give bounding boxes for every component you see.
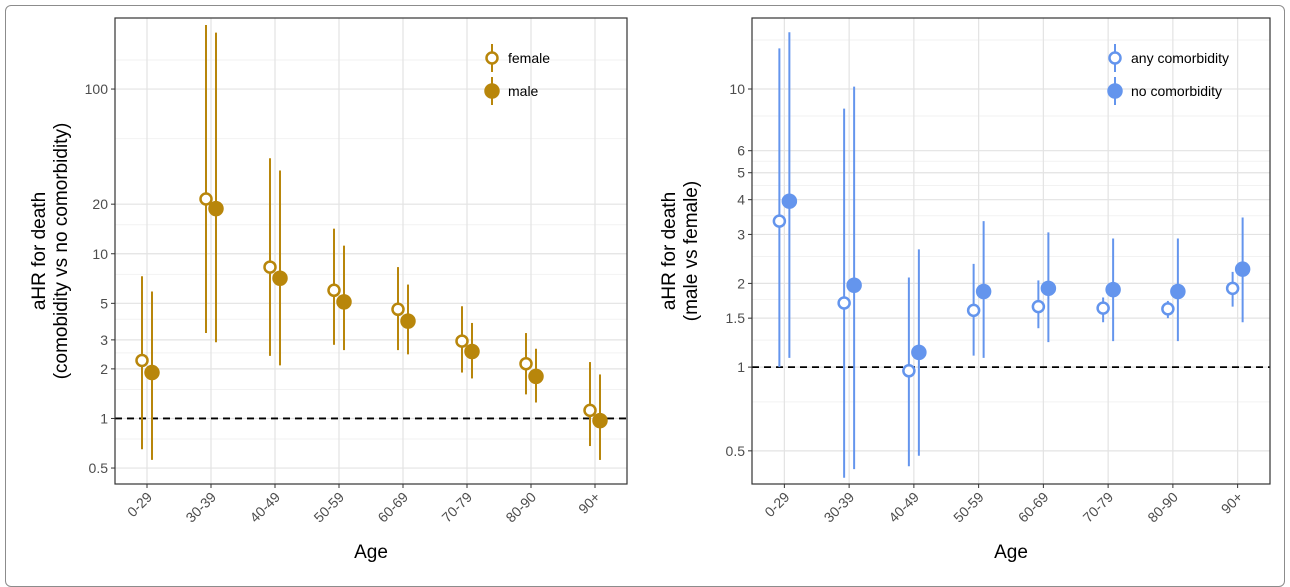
plot-border [751,17,1271,485]
legend-key-marker [485,51,499,65]
data-point [391,302,405,317]
data-point [1234,261,1251,277]
x-tick-label: 70-79 [1080,489,1117,526]
data-point [528,368,544,385]
y-tick-label: 10 [729,81,745,97]
data-point [1225,281,1240,296]
x-tick-label: 90+ [1218,489,1246,517]
legend-label: any comorbidity [1131,50,1229,66]
data-point [208,200,224,217]
y-tick-label: 10 [92,246,108,262]
chart-panel-left: 0.5 1 2 3 5 10 20 100 0-29 30-39 40-49 50-59 60-69 70… [29,17,628,563]
legend-label: female [508,50,550,66]
x-tick-label: 60-69 [374,489,411,526]
data-point [272,270,288,287]
y-tick-label: 0.5 [89,460,109,476]
data-point [781,193,798,209]
y-tick-label: 4 [737,192,745,208]
y-tick-label: 0.5 [726,443,746,459]
chart-panel-right: 0.5 1 1.5 2 3 4 5 6 10 0-29 30-39 40-49 50-59 60-69 70… [659,17,1271,563]
x-tick-label: 0-29 [124,489,155,520]
data-point [464,343,480,360]
x-tick-label: 30-39 [821,489,858,526]
data-point [1170,283,1186,300]
y-tick-label: 5 [100,295,108,311]
y-axis-title-line2: (comobidity vs no comorbidity) [51,123,72,380]
x-tick-label: 30-39 [182,489,219,526]
x-tick-label: 70-79 [438,489,475,526]
legend-key-marker [1108,51,1122,65]
x-tick-label: 80-90 [502,489,539,526]
x-tick-label: 60-69 [1015,489,1052,526]
y-tick-label: 1.5 [726,310,746,326]
y-tick-label: 1 [737,359,745,375]
data-point [1031,299,1046,314]
y-tick-label: 6 [737,143,745,159]
y-axis-title: aHR for death [29,192,50,310]
legend-key-marker [1107,83,1123,99]
data-point [583,403,597,418]
data-point [199,192,213,206]
y-axis-title: aHR for death [659,192,680,310]
figure-canvas: 0.5 1 2 3 5 10 20 100 0-29 30-39 40-49 50-59 60-69 70… [29,17,1271,563]
y-tick-label: 3 [737,226,745,242]
data-point [336,294,352,310]
x-axis-title: Age [994,542,1028,563]
y-tick-label: 2 [737,275,745,291]
data-point [455,334,469,348]
data-point [902,364,916,378]
data-point [592,412,608,429]
data-point [846,277,862,293]
data-point [144,364,160,381]
y-tick-label: 3 [100,332,108,348]
data-point [1105,281,1121,298]
data-point [519,356,533,371]
x-axis-title: Age [354,542,388,563]
data-point [911,344,927,361]
x-tick-label: 80-90 [1144,489,1181,526]
data-point [1096,301,1110,315]
data-point [772,214,787,228]
y-tick-label: 5 [737,165,745,181]
legend-label: male [508,83,539,99]
legend-label: no comorbidity [1131,83,1222,99]
y-tick-label: 1 [100,410,108,426]
x-tick-label: 40-49 [246,489,283,526]
data-point [1161,302,1175,316]
data-point [975,283,992,300]
data-point [263,260,277,274]
y-tick-label: 20 [92,196,108,212]
data-point [135,353,149,368]
x-tick-label: 50-59 [950,489,987,526]
data-point [837,296,851,310]
data-point [966,303,981,318]
x-tick-label: 40-49 [885,489,922,526]
x-tick-label: 50-59 [310,489,347,526]
data-point [327,283,341,298]
legend-key-marker [484,83,500,99]
y-axis-title-line2: (male vs female) [681,181,702,321]
plot-border [114,17,628,485]
x-tick-label: 0-29 [761,489,792,520]
x-tick-label: 90+ [575,489,603,517]
data-point [400,313,416,329]
data-point [1040,280,1057,297]
y-tick-label: 2 [100,361,108,377]
y-tick-label: 100 [85,81,109,97]
